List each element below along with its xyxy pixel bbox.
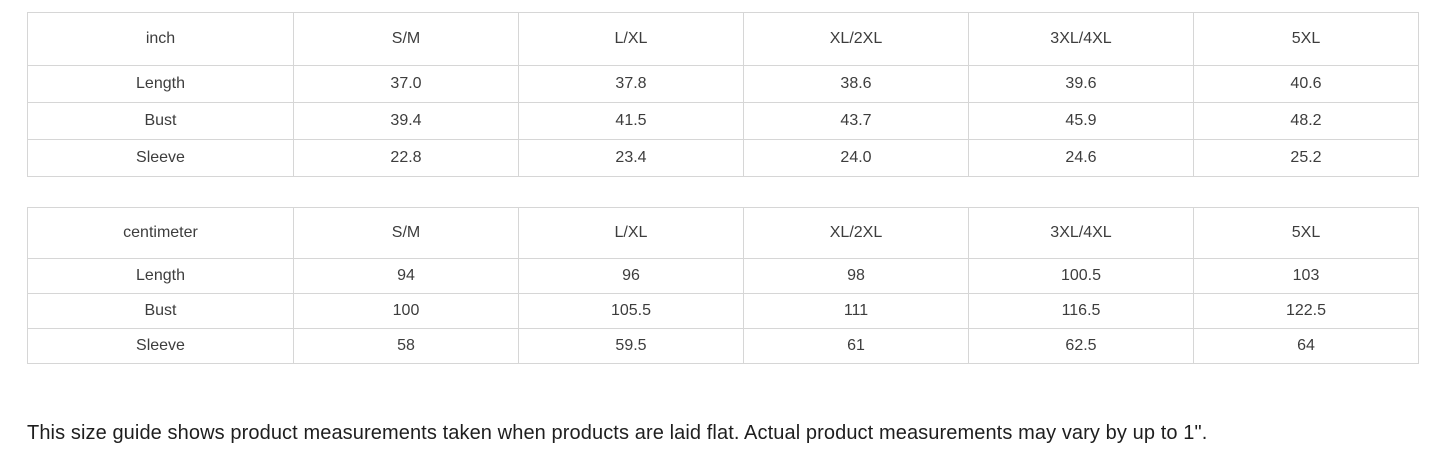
cell-value: 96	[518, 258, 744, 294]
table-row-sleeve: Sleeve 58 59.5 61 62.5 64	[27, 328, 1419, 364]
column-header-xl2xl: XL/2XL	[743, 12, 969, 66]
cell-value: 24.0	[743, 139, 969, 177]
cell-value: 64	[1193, 328, 1419, 364]
row-label-length: Length	[27, 65, 294, 103]
cell-value: 94	[293, 258, 519, 294]
table-row-length: Length 37.0 37.8 38.6 39.6 40.6	[27, 65, 1419, 103]
column-header-5xl: 5XL	[1193, 12, 1419, 66]
cell-value: 37.0	[293, 65, 519, 103]
cell-value: 105.5	[518, 293, 744, 329]
cell-value: 38.6	[743, 65, 969, 103]
cell-value: 37.8	[518, 65, 744, 103]
row-label-length: Length	[27, 258, 294, 294]
table-row-length: Length 94 96 98 100.5 103	[27, 258, 1419, 294]
column-header-3xl4xl: 3XL/4XL	[968, 12, 1194, 66]
cell-value: 39.4	[293, 102, 519, 140]
cell-value: 40.6	[1193, 65, 1419, 103]
unit-label-centimeter: centimeter	[27, 207, 294, 259]
cell-value: 111	[743, 293, 969, 329]
row-label-bust: Bust	[27, 293, 294, 329]
size-table-inch-header-row: inch S/M L/XL XL/2XL 3XL/4XL 5XL	[27, 12, 1419, 66]
size-table-centimeter: centimeter S/M L/XL XL/2XL 3XL/4XL 5XL L…	[27, 207, 1419, 364]
cell-value: 122.5	[1193, 293, 1419, 329]
table-row-sleeve: Sleeve 22.8 23.4 24.0 24.6 25.2	[27, 139, 1419, 177]
cell-value: 25.2	[1193, 139, 1419, 177]
cell-value: 24.6	[968, 139, 1194, 177]
column-header-5xl: 5XL	[1193, 207, 1419, 259]
size-table-inch: inch S/M L/XL XL/2XL 3XL/4XL 5XL Length …	[27, 12, 1419, 177]
cell-value: 59.5	[518, 328, 744, 364]
unit-label-inch: inch	[27, 12, 294, 66]
cell-value: 98	[743, 258, 969, 294]
cell-value: 61	[743, 328, 969, 364]
cell-value: 45.9	[968, 102, 1194, 140]
size-table-cm-header-row: centimeter S/M L/XL XL/2XL 3XL/4XL 5XL	[27, 207, 1419, 259]
column-header-xl2xl: XL/2XL	[743, 207, 969, 259]
cell-value: 22.8	[293, 139, 519, 177]
cell-value: 48.2	[1193, 102, 1419, 140]
cell-value: 39.6	[968, 65, 1194, 103]
cell-value: 103	[1193, 258, 1419, 294]
cell-value: 100	[293, 293, 519, 329]
cell-value: 116.5	[968, 293, 1194, 329]
cell-value: 62.5	[968, 328, 1194, 364]
cell-value: 43.7	[743, 102, 969, 140]
column-header-lxl: L/XL	[518, 12, 744, 66]
table-row-bust: Bust 39.4 41.5 43.7 45.9 48.2	[27, 102, 1419, 140]
row-label-sleeve: Sleeve	[27, 139, 294, 177]
column-header-sm: S/M	[293, 207, 519, 259]
cell-value: 58	[293, 328, 519, 364]
column-header-sm: S/M	[293, 12, 519, 66]
row-label-bust: Bust	[27, 102, 294, 140]
cell-value: 23.4	[518, 139, 744, 177]
cell-value: 41.5	[518, 102, 744, 140]
column-header-3xl4xl: 3XL/4XL	[968, 207, 1194, 259]
column-header-lxl: L/XL	[518, 207, 744, 259]
table-row-bust: Bust 100 105.5 111 116.5 122.5	[27, 293, 1419, 329]
size-guide-disclaimer: This size guide shows product measuremen…	[27, 422, 1208, 444]
cell-value: 100.5	[968, 258, 1194, 294]
row-label-sleeve: Sleeve	[27, 328, 294, 364]
